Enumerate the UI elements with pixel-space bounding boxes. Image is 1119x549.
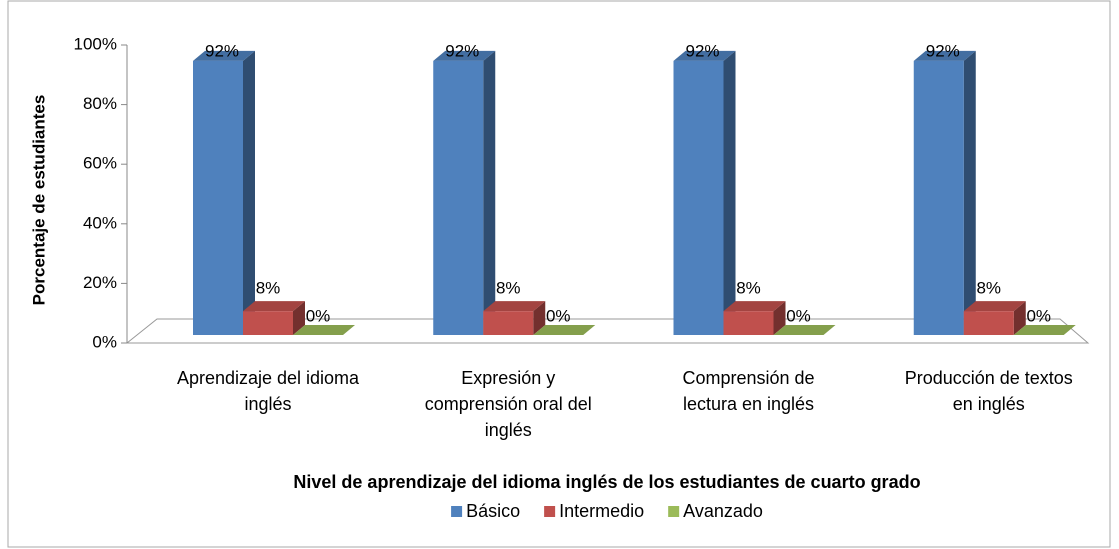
legend-swatch bbox=[451, 506, 463, 517]
x-tick-label: Producción de textos en inglés bbox=[904, 368, 1073, 414]
bar bbox=[293, 325, 355, 335]
bar bbox=[243, 301, 305, 335]
legend-label: Avanzado bbox=[683, 501, 763, 521]
bar bbox=[193, 50, 255, 336]
y-tick-label: 40% bbox=[83, 213, 117, 232]
y-tick-label: 20% bbox=[83, 273, 117, 292]
chart-border bbox=[7, 0, 1111, 548]
bar bbox=[723, 301, 786, 335]
data-label: 92% bbox=[685, 41, 719, 60]
bar bbox=[963, 301, 1026, 335]
data-label: 0% bbox=[546, 306, 571, 325]
data-label: 8% bbox=[256, 279, 281, 298]
data-label: 8% bbox=[496, 279, 521, 298]
bar-front bbox=[193, 60, 243, 336]
bar-side bbox=[723, 50, 736, 336]
data-label: 0% bbox=[786, 306, 811, 325]
bar-front bbox=[963, 311, 1014, 335]
bar-top bbox=[533, 325, 596, 335]
bar-top bbox=[193, 50, 255, 61]
data-label: 8% bbox=[976, 279, 1001, 298]
bar-top bbox=[773, 325, 836, 335]
x-tick-label: Expresión y comprensión oral del inglés bbox=[424, 368, 592, 440]
bar-front bbox=[673, 60, 724, 336]
legend-swatch bbox=[544, 506, 556, 517]
data-label: 8% bbox=[736, 279, 761, 298]
bar-side bbox=[293, 301, 305, 335]
bar-side bbox=[243, 50, 255, 336]
bar-front bbox=[483, 311, 534, 335]
bar bbox=[1013, 325, 1076, 335]
bar-side bbox=[963, 50, 976, 336]
bar-front bbox=[243, 311, 293, 335]
bar-side bbox=[773, 301, 786, 335]
data-label: 92% bbox=[926, 41, 960, 60]
bar-top bbox=[243, 301, 305, 312]
bar-front bbox=[723, 311, 774, 335]
bar bbox=[483, 301, 546, 335]
legend-label: Básico bbox=[466, 501, 520, 521]
bar bbox=[773, 325, 836, 335]
bar-side bbox=[483, 50, 496, 336]
bar bbox=[913, 50, 976, 336]
bar-side bbox=[533, 301, 546, 335]
bar-top bbox=[963, 301, 1026, 312]
legend-swatch bbox=[668, 506, 680, 517]
bar bbox=[533, 325, 596, 335]
bar-top bbox=[483, 301, 546, 312]
legend-label: Intermedio bbox=[559, 501, 644, 521]
data-label: 92% bbox=[205, 41, 239, 60]
data-label: 92% bbox=[445, 41, 479, 60]
bar-top bbox=[723, 301, 786, 312]
bar bbox=[433, 50, 496, 336]
x-tick-label: Comprensión de lectura en inglés bbox=[682, 368, 815, 414]
y-tick-label: 80% bbox=[83, 94, 117, 113]
bar-top bbox=[1013, 325, 1076, 335]
data-label: 0% bbox=[306, 306, 331, 325]
floor bbox=[125, 318, 1090, 344]
bar-top bbox=[433, 50, 496, 61]
x-tick-label: Aprendizaje del idioma inglés bbox=[176, 368, 360, 414]
y-tick-label: 60% bbox=[83, 154, 117, 173]
y-tick-label: 0% bbox=[92, 332, 117, 351]
bar bbox=[673, 50, 736, 336]
bar-side bbox=[1013, 301, 1026, 335]
data-label: 0% bbox=[1026, 306, 1051, 325]
y-axis-label: Porcentaje de estudiantes bbox=[29, 95, 48, 306]
bar-top bbox=[913, 50, 976, 61]
bar-top bbox=[673, 50, 736, 61]
bar-top bbox=[293, 325, 355, 335]
y-tick-label: 100% bbox=[74, 34, 117, 53]
bar-front bbox=[433, 60, 484, 336]
x-axis-label: Nivel de aprendizaje del idioma inglés d… bbox=[293, 472, 920, 492]
bar-front bbox=[913, 60, 964, 336]
